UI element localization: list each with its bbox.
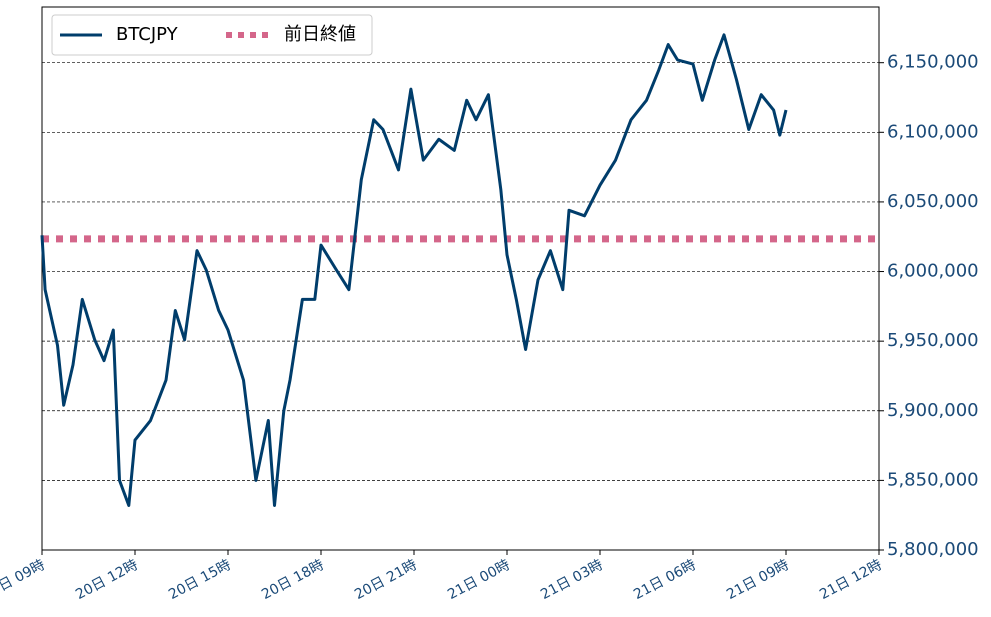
data-line xyxy=(40,33,788,507)
y-tick-label: 5,900,000 xyxy=(887,400,979,421)
x-tick-label: 20日 15時 xyxy=(166,557,234,603)
y-tick-label: 6,100,000 xyxy=(887,121,979,142)
x-tick-label: 21日 00時 xyxy=(445,557,513,603)
y-tick-label: 5,800,000 xyxy=(887,539,979,560)
y-tick-label: 6,000,000 xyxy=(887,261,979,282)
x-tick-label: 20日 12時 xyxy=(73,557,141,603)
x-tick-label: 20日 09時 xyxy=(0,557,48,603)
x-tick-label: 21日 09時 xyxy=(724,557,792,603)
x-tick-label: 21日 06時 xyxy=(631,557,699,603)
x-tick-label: 21日 03時 xyxy=(538,557,606,603)
legend-box xyxy=(51,14,373,56)
y-tick-label: 5,950,000 xyxy=(887,330,979,351)
y-tick-label: 5,850,000 xyxy=(887,469,979,490)
x-tick-label: 21日 12時 xyxy=(817,557,885,603)
x-tick-label: 20日 18時 xyxy=(259,557,327,603)
legend-label: 前日終値 xyxy=(284,24,356,45)
legend-label: BTCJPY xyxy=(116,24,179,45)
plot-frame xyxy=(41,6,880,551)
y-tick-label: 6,150,000 xyxy=(887,52,979,73)
x-tick-label: 20日 21時 xyxy=(352,557,420,603)
y-tick-label: 6,050,000 xyxy=(887,191,979,212)
